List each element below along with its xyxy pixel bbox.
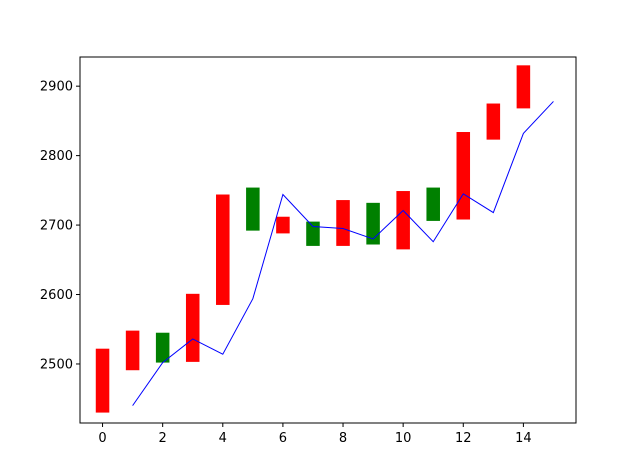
bar-9 <box>366 202 380 245</box>
x-tick-label: 8 <box>339 431 347 446</box>
bar-13 <box>486 103 501 140</box>
y-tick-label: 2800 <box>40 149 73 164</box>
x-tick-label: 6 <box>279 431 287 446</box>
x-tick-label: 4 <box>219 431 227 446</box>
bar-10 <box>396 191 410 250</box>
x-tick-label: 14 <box>515 431 532 446</box>
bar-14 <box>516 65 531 109</box>
bar-4 <box>216 194 230 305</box>
y-tick-label: 2900 <box>40 80 73 95</box>
bar-11 <box>426 187 440 221</box>
bar-12 <box>456 132 471 220</box>
y-tick-label: 2500 <box>40 357 73 372</box>
x-tick-label: 2 <box>159 431 167 446</box>
bar-5 <box>246 187 260 231</box>
y-tick-label: 2600 <box>40 288 73 303</box>
plot-area-frame <box>79 56 577 424</box>
bar-1 <box>125 330 140 371</box>
bar-0 <box>95 348 110 413</box>
bar-7 <box>306 221 320 246</box>
y-tick-label: 2700 <box>40 219 73 234</box>
x-tick-label: 10 <box>395 431 412 446</box>
bar-2 <box>155 332 170 363</box>
trend-line <box>132 101 554 406</box>
bar-8 <box>336 200 350 246</box>
x-tick-label: 12 <box>455 431 472 446</box>
x-axis: 0 2 4 6 8 10 12 14 <box>98 423 532 446</box>
bar-series <box>95 65 531 413</box>
bar-6 <box>276 216 290 234</box>
x-tick-label: 0 <box>98 431 106 446</box>
bar-3 <box>185 293 200 362</box>
y-axis: 2500 2600 2700 2800 2900 <box>40 80 80 372</box>
